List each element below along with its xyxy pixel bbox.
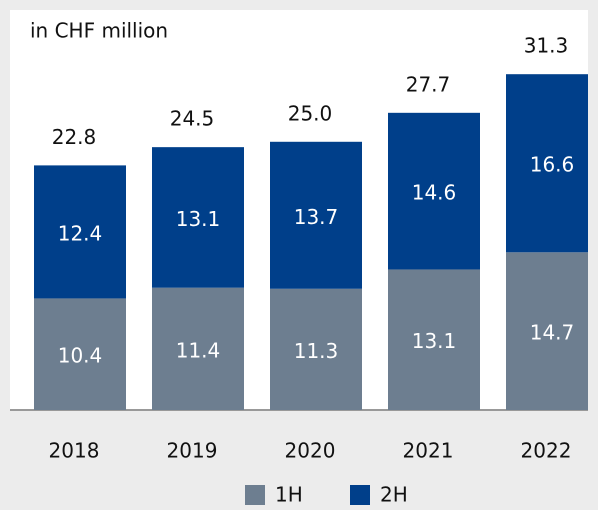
segment-label: 14.6	[412, 181, 457, 205]
bar-segment	[388, 269, 480, 410]
segment-label: 14.7	[530, 321, 575, 345]
total-label: 27.7	[406, 72, 451, 96]
bar-segment	[34, 298, 126, 410]
total-label: 25.0	[288, 101, 333, 125]
segment-label: 13.7	[294, 205, 339, 229]
legend-swatch	[245, 485, 265, 505]
x-tick-label: 2018	[49, 439, 100, 463]
x-tick-label: 2019	[167, 439, 218, 463]
x-tick-label: 2021	[403, 439, 454, 463]
bars	[34, 74, 588, 410]
bar-segment	[388, 112, 480, 270]
bar-segment	[152, 287, 244, 410]
total-label: 24.5	[170, 107, 215, 131]
bar-segment	[506, 252, 588, 410]
segment-label: 13.1	[176, 207, 221, 231]
bar-segment	[152, 147, 244, 288]
legend-label: 1H	[275, 483, 303, 507]
segment-label: 11.4	[176, 338, 221, 362]
segment-label: 16.6	[530, 153, 575, 177]
x-tick-label: 2022	[521, 439, 572, 463]
segment-label: 12.4	[58, 221, 103, 245]
segment-label: 13.1	[412, 329, 457, 353]
total-label: 31.3	[524, 34, 569, 58]
x-tick-label: 2020	[285, 439, 336, 463]
segment-label: 11.3	[294, 339, 339, 363]
bar-segment	[270, 141, 362, 289]
chart-title: in CHF million	[30, 19, 168, 43]
bar-segment	[34, 165, 126, 299]
total-label: 22.8	[52, 125, 97, 149]
legend-label: 2H	[380, 483, 408, 507]
bar-segment	[506, 74, 588, 253]
segment-label: 10.4	[58, 344, 103, 368]
bar-segment	[270, 288, 362, 410]
legend-swatch	[350, 485, 370, 505]
